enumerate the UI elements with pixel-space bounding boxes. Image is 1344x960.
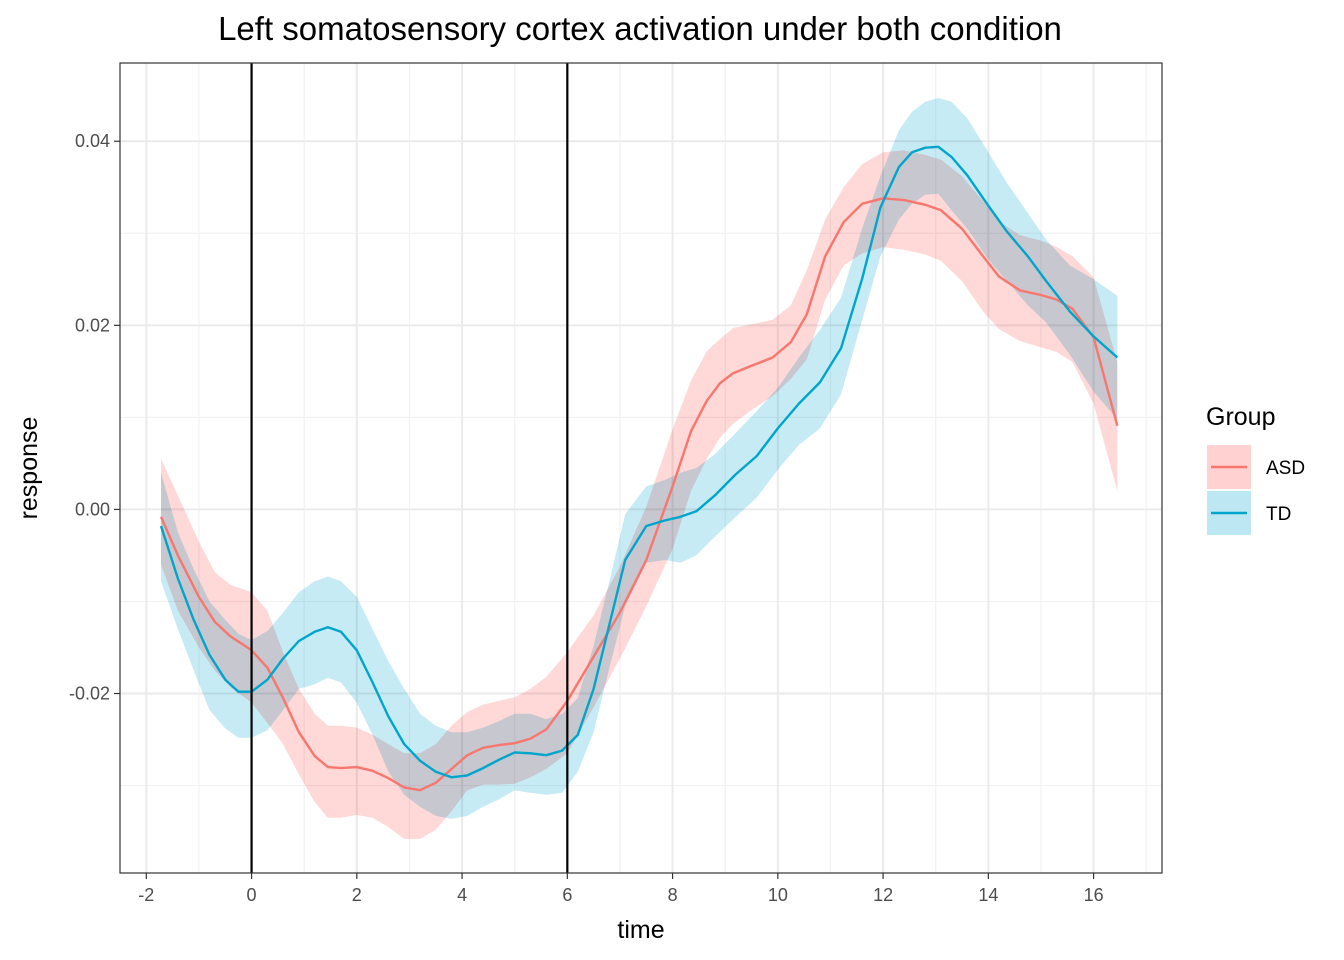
event-markers (250, 63, 569, 873)
x-tick-label: 0 (247, 885, 257, 905)
legend: Group ASD TD (1206, 403, 1305, 535)
x-axis-title: time (617, 916, 664, 944)
legend-label-asd: ASD (1266, 458, 1305, 479)
y-tick-label: 0.04 (75, 131, 110, 151)
x-axis: -2 0 2 4 6 8 10 12 14 16 (138, 873, 1104, 905)
line-td (159, 145, 1119, 779)
plot-area (119, 62, 1163, 874)
series-lines (159, 145, 1119, 792)
x-tick-label: 14 (978, 885, 998, 905)
y-axis: -0.02 0.00 0.02 0.04 (69, 131, 120, 704)
legend-title: Group (1206, 403, 1275, 431)
x-tick-label: 4 (457, 885, 467, 905)
panel-border (119, 62, 1163, 874)
x-tick-label: 6 (562, 885, 572, 905)
x-tick-label: 8 (668, 885, 678, 905)
x-tick-label: 10 (768, 885, 788, 905)
x-tick-label: 12 (873, 885, 893, 905)
x-tick-label: -2 (138, 885, 154, 905)
y-tick-label: 0.00 (75, 499, 110, 519)
y-axis-title: response (15, 417, 43, 520)
x-tick-label: 16 (1084, 885, 1104, 905)
x-tick-label: 2 (352, 885, 362, 905)
y-tick-label: -0.02 (69, 684, 110, 704)
legend-label-td: TD (1266, 504, 1291, 525)
y-tick-label: 0.02 (75, 315, 110, 335)
chart-title: Left somatosensory cortex activation und… (218, 10, 1062, 47)
